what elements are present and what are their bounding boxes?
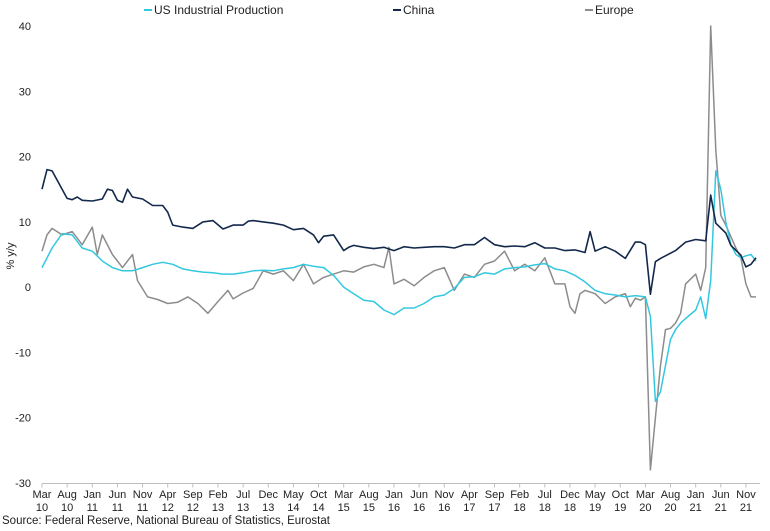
x-tick-label-month: Mar — [636, 489, 655, 501]
legend-label-europe: Europe — [595, 3, 634, 17]
legend: US Industrial Production China Europe — [0, 3, 770, 21]
x-tick-label-month: Apr — [461, 489, 478, 501]
x-tick-label-month: Jun — [410, 489, 428, 501]
x-tick-label-month: Jun — [712, 489, 730, 501]
x-tick-label-year: 14 — [287, 502, 299, 514]
x-tick-label-year: 21 — [690, 502, 702, 514]
x-tick-label-month: Mar — [334, 489, 353, 501]
x-tick-label-year: 16 — [438, 502, 450, 514]
y-tick-label: 20 — [19, 152, 31, 164]
x-tick-label-month: Nov — [736, 489, 756, 501]
x-tick-label-year: 11 — [87, 502, 98, 514]
x-tick-label-month: Jul — [236, 489, 250, 501]
x-tick-label-year: 11 — [137, 502, 148, 514]
x-tick-label-year: 18 — [514, 502, 526, 514]
legend-label-us: US Industrial Production — [154, 3, 284, 17]
y-tick-label: 40 — [19, 21, 31, 33]
x-tick-label-year: 17 — [463, 502, 475, 514]
x-tick-label-month: Sep — [485, 489, 505, 501]
y-tick-label: -30 — [15, 478, 31, 490]
legend-swatch-china — [393, 9, 401, 11]
series-line-europe — [41, 25, 756, 471]
x-tick-label-year: 16 — [388, 502, 400, 514]
x-tick-label-month: May — [585, 489, 606, 501]
x-tick-label-year: 15 — [338, 502, 350, 514]
x-tick-label-month: Nov — [434, 489, 454, 501]
x-tick-label-year: 19 — [614, 502, 626, 514]
x-tick-label-year: 10 — [61, 502, 73, 514]
x-tick-label-year: 12 — [187, 502, 199, 514]
x-tick-label-year: 13 — [212, 502, 224, 514]
x-axis: Mar10Aug10Jan11Jun11Nov11Apr12Sep12Feb13… — [33, 483, 760, 514]
series-line-us-industrial-production — [41, 170, 757, 403]
x-tick-label-year: 18 — [539, 502, 551, 514]
x-tick-label-month: Oct — [612, 489, 629, 501]
x-tick-label-month: Jan — [385, 489, 403, 501]
x-tick-label-month: Apr — [159, 489, 176, 501]
x-tick-label-year: 10 — [36, 502, 48, 514]
x-tick-label-year: 18 — [564, 502, 576, 514]
x-tick-label-month: Jan — [83, 489, 101, 501]
y-tick-label: -10 — [15, 347, 31, 359]
x-tick-label-month: May — [283, 489, 304, 501]
x-tick-label-month: Aug — [661, 489, 681, 501]
x-tick-label-year: 11 — [112, 502, 123, 514]
x-tick-label-year: 21 — [740, 502, 752, 514]
x-tick-label-month: Aug — [57, 489, 77, 501]
x-tick-label-year: 20 — [664, 502, 676, 514]
x-tick-label-year: 17 — [488, 502, 500, 514]
source-note: Source: Federal Reserve, National Bureau… — [2, 515, 330, 527]
legend-swatch-europe — [585, 9, 593, 11]
x-tick-label-month: Mar — [33, 489, 52, 501]
x-tick-label-month: Aug — [359, 489, 379, 501]
y-tick-label: -20 — [15, 413, 31, 425]
x-tick-label-year: 19 — [589, 502, 601, 514]
y-tick-label: 30 — [19, 86, 31, 98]
series-lines — [41, 25, 757, 471]
legend-label-china: China — [403, 3, 435, 17]
x-tick-label-year: 20 — [639, 502, 651, 514]
x-tick-label-month: Jul — [538, 489, 552, 501]
x-tick-label-month: Sep — [183, 489, 203, 501]
y-tick-label: 0 — [25, 282, 31, 294]
legend-swatch-us — [144, 9, 152, 11]
legend-item-us-industrial-production: US Industrial Production — [144, 3, 283, 17]
legend-item-europe: Europe — [585, 3, 634, 17]
x-tick-label-month: Jun — [109, 489, 127, 501]
x-tick-label-year: 16 — [413, 502, 425, 514]
x-tick-label-year: 14 — [312, 502, 324, 514]
legend-item-china: China — [393, 3, 434, 17]
x-tick-label-year: 13 — [262, 502, 274, 514]
x-tick-label-year: 12 — [162, 502, 174, 514]
x-tick-label-month: Jan — [687, 489, 705, 501]
x-tick-label-year: 15 — [363, 502, 375, 514]
x-tick-label-month: Nov — [133, 489, 153, 501]
x-tick-label-month: Feb — [510, 489, 529, 501]
x-tick-label-month: Oct — [310, 489, 327, 501]
x-tick-label-month: Feb — [209, 489, 228, 501]
x-tick-label-year: 21 — [715, 502, 727, 514]
series-line-china — [41, 168, 757, 296]
y-axis-label: % y/y — [5, 242, 17, 269]
y-tick-label: 10 — [19, 217, 31, 229]
x-tick-label-month: Dec — [560, 489, 580, 501]
x-tick-label-month: Dec — [258, 489, 278, 501]
x-tick-label-year: 13 — [237, 502, 249, 514]
y-axis-ticks: -30 -20 -10 0 10 20 30 40 — [15, 21, 31, 490]
